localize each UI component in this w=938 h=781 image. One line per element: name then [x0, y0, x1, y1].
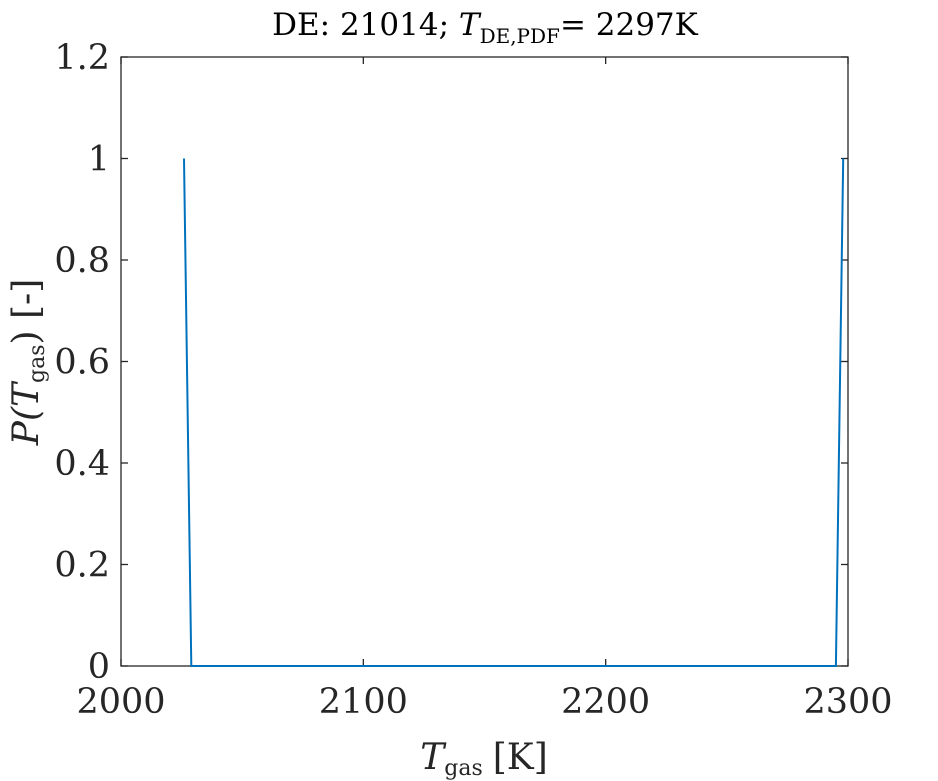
y-tick-label: 0.2	[54, 546, 110, 586]
x-tick-label: 2200	[561, 682, 650, 722]
x-tick-label: 2300	[803, 682, 892, 722]
chart-title: DE: 21014; TDE,PDF= 2297K	[272, 7, 698, 48]
axes-box	[120, 56, 849, 667]
chart-title-suffix: = 2297K	[560, 7, 699, 43]
x-axis-label-unit: [K]	[493, 737, 548, 778]
plot-area: 2000 2100 2200 2300 0 0.2 0.4 0.6 0.8 1 1.2	[54, 38, 892, 722]
ticks-layer: 2000 2100 2200 2300 0 0.2 0.4 0.6 0.8 1 1.2	[54, 38, 892, 722]
y-tick-label: 0.6	[54, 343, 110, 383]
x-tick-label: 2100	[319, 682, 408, 722]
y-axis-label-variable: P(T	[6, 380, 47, 446]
x-axis-label: Tgas [K]	[420, 737, 548, 781]
chart-title-prefix: DE: 21014;	[272, 7, 459, 43]
y-tick-label: 0	[88, 647, 110, 687]
series-layer	[183, 158, 845, 667]
series-line	[183, 158, 845, 667]
x-axis-label-variable: T	[420, 737, 447, 778]
y-axis-label: P(Tgas) [-]	[6, 279, 50, 447]
chart-title-subscript: DE,PDF	[480, 24, 560, 48]
y-axis-label-subscript: gas	[25, 344, 50, 383]
y-tick-label: 1.2	[54, 38, 110, 78]
y-tick-label: 1	[88, 140, 110, 180]
y-tick-label: 0.4	[54, 444, 110, 484]
y-tick-label: 0.8	[54, 241, 110, 281]
y-axis-label-suffix: ) [-]	[6, 279, 47, 345]
chart-title-variable: T	[459, 7, 482, 43]
x-tick-label: 2000	[76, 682, 165, 722]
x-axis-label-subscript: gas	[444, 756, 483, 781]
